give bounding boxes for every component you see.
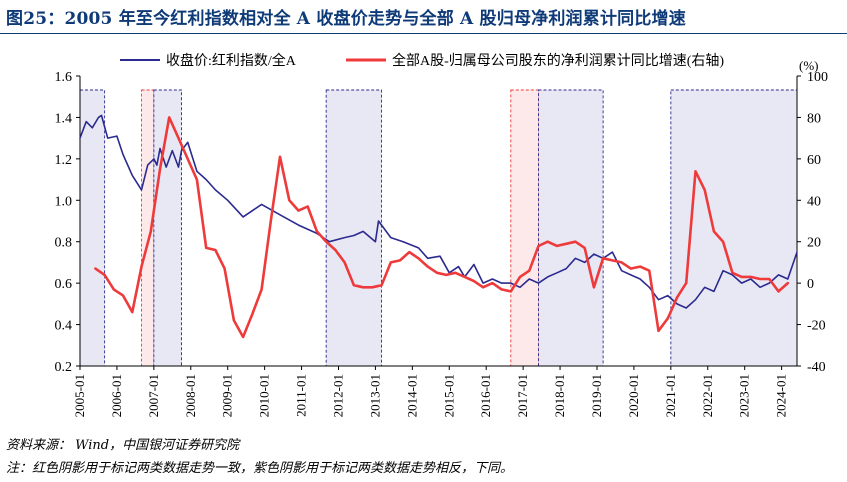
- x-tick-label: 2017-01: [515, 374, 530, 417]
- x-tick-label: 2020-01: [626, 374, 641, 417]
- y-left-tick-label: 1.4: [55, 111, 73, 126]
- y-right-tick-label: 80: [807, 111, 821, 126]
- source-note: 资料来源： Wind，中国银河证券研究院: [6, 438, 240, 453]
- y-left-tick-label: 0.2: [55, 360, 73, 375]
- footnote: 注：红色阴影用于标记两类数据走势一致，紫色阴影用于标记两类数据走势相反，下同。: [6, 461, 514, 476]
- x-tick-label: 2023-01: [737, 374, 752, 417]
- x-tick-label: 2008-01: [183, 374, 198, 417]
- axis-layer: 0.2 0.4 0.6 0.8 1.0 1.2 1.4 1.6 -40 -20 0 20 40 60 80 1…: [55, 58, 829, 417]
- x-tick-label: 2012-01: [330, 374, 345, 417]
- x-tick-label: 2005-01: [72, 374, 87, 417]
- y-right-tick-label: 100: [807, 70, 828, 85]
- x-tick-label: 2006-01: [109, 374, 124, 417]
- shaded-region-red: [141, 89, 155, 367]
- x-tick-label: 2009-01: [220, 374, 235, 417]
- x-tick-label: 2021-01: [663, 374, 678, 417]
- legend-label-right: 全部A股-归属母公司股东的净利润累计同比增速(右轴): [392, 52, 724, 69]
- legend-label-left: 收盘价:红利指数/全A: [166, 52, 297, 69]
- x-tick-label: 2014-01: [404, 374, 419, 417]
- shaded-region-red: [510, 89, 539, 367]
- y-left-tick-label: 0.6: [55, 277, 73, 292]
- legend-layer: 收盘价:红利指数/全A 全部A股-归属母公司股东的净利润累计同比增速(右轴): [120, 52, 724, 69]
- y-right-tick-label: -20: [807, 319, 826, 334]
- y-left-tick-label: 1.0: [55, 194, 73, 209]
- shaded-region-purple: [538, 89, 604, 367]
- x-tick-label: 2007-01: [146, 374, 161, 417]
- y-right-tick-label: 40: [807, 194, 821, 209]
- x-tick-label: 2022-01: [700, 374, 715, 417]
- x-tick-label: 2018-01: [552, 374, 567, 417]
- title-rule: [0, 33, 847, 34]
- series-layer: [79, 114, 798, 339]
- x-tick-label: 2016-01: [478, 374, 493, 417]
- chart: 0.2 0.4 0.6 0.8 1.0 1.2 1.4 1.6 -40 -20 0 20 40 60 80 1…: [55, 52, 829, 417]
- y-right-tick-label: 20: [807, 236, 821, 251]
- x-tick-label: 2015-01: [441, 374, 456, 417]
- x-tick-label: 2010-01: [257, 374, 272, 417]
- y-right-tick-label: -40: [807, 360, 826, 375]
- x-tick-label: 2011-01: [294, 374, 309, 417]
- y-left-tick-label: 1.6: [55, 70, 73, 85]
- y-left-tick-label: 1.2: [55, 153, 73, 168]
- series-line-right: [94, 116, 790, 339]
- y-right-unit: (%): [799, 58, 819, 73]
- x-tick-label: 2024-01: [774, 374, 789, 417]
- x-tick-label: 2013-01: [367, 374, 382, 417]
- shade-layer: [79, 89, 798, 367]
- figure-title: 图25：2005 年至今红利指数相对全 A 收盘价走势与全部 A 股归母净利润累…: [6, 9, 686, 29]
- y-left-tick-label: 0.8: [55, 236, 73, 251]
- y-right-tick-label: 60: [807, 153, 821, 168]
- series-line-left: [79, 114, 798, 309]
- shaded-region-purple: [325, 89, 383, 367]
- y-left-tick-label: 0.4: [55, 319, 73, 334]
- y-right-tick-label: 0: [807, 277, 814, 292]
- x-tick-label: 2019-01: [589, 374, 604, 417]
- shaded-region-purple: [79, 89, 106, 367]
